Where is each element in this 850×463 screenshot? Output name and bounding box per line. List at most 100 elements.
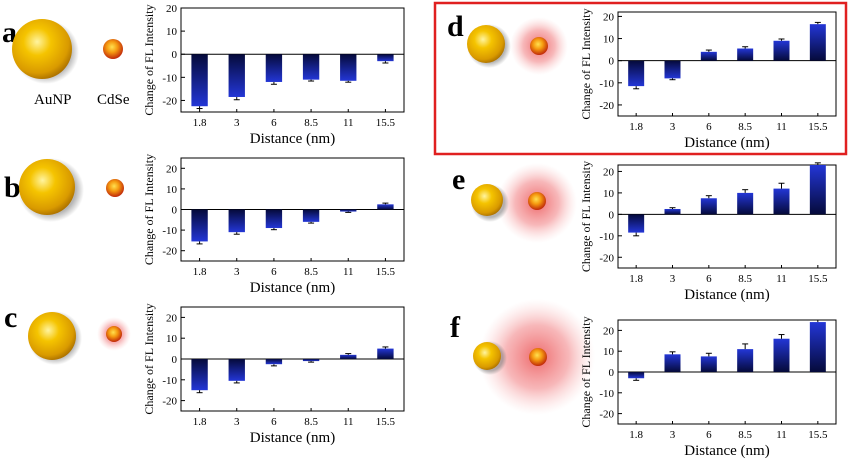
x-tick-label: 15.5	[376, 416, 396, 428]
y-tick-label: 10	[603, 188, 615, 200]
bar-c-2	[265, 359, 283, 365]
bar-a-5	[377, 54, 394, 62]
bar-chart-f: 20 10 0 -10 -20 1.8 3 6 8.5 11 15.5 Distance (nm) Ch…	[579, 316, 837, 459]
y-tick-label: -10	[162, 225, 177, 237]
bar-e-2	[700, 198, 717, 215]
x-tick-label: 3	[234, 266, 240, 278]
cdse-particle	[103, 39, 123, 59]
y-tick-label: 20	[166, 3, 178, 15]
y-tick-label: 0	[609, 367, 615, 379]
x-tick-label: 11	[776, 121, 787, 133]
y-tick-label: -10	[599, 78, 614, 90]
y-tick-label: -10	[162, 72, 177, 84]
panel-label-e: e	[452, 163, 465, 196]
x-tick-label: 1.8	[629, 121, 643, 133]
panel-label-d: d	[447, 10, 464, 43]
cdse-particle	[528, 192, 546, 210]
y-tick-label: 10	[166, 184, 178, 196]
x-tick-label: 8.5	[738, 273, 752, 285]
bar-f-0	[628, 372, 645, 379]
cdse-particle	[106, 179, 124, 197]
bar-e-1	[664, 208, 681, 215]
y-tick-label: 20	[603, 325, 615, 337]
y-tick-label: -20	[599, 409, 614, 421]
bar-f-2	[700, 356, 717, 372]
y-axis-label: Change of FL Intensity	[579, 316, 593, 427]
aunp-particle	[467, 25, 505, 63]
y-tick-label: -20	[162, 396, 177, 408]
y-tick-label: 10	[166, 26, 178, 38]
y-axis-label: Change of FL Intensity	[142, 4, 156, 115]
particle-illustration-e	[471, 163, 577, 243]
bar-f-3	[737, 349, 754, 372]
y-tick-label: 0	[172, 49, 178, 61]
bar-c-0	[191, 359, 208, 391]
bar-chart-d: 20 10 0 -10 -20 1.8 3 6 8.5 11 15.5 Distance (nm) Ch…	[579, 8, 837, 151]
bar-f-1	[664, 354, 681, 372]
aunp-particle	[28, 312, 76, 360]
bar-e-0	[628, 214, 645, 233]
y-tick-label: 10	[603, 34, 615, 46]
bar-d-4	[773, 40, 790, 61]
x-axis-label: Distance (nm)	[250, 131, 335, 147]
bar-b-1	[228, 209, 245, 233]
x-tick-label: 8.5	[304, 266, 318, 278]
bar-chart-b: 20 10 0 -10 -20 1.8 3 6 8.5 11 15.5 Distance (nm) Ch…	[142, 154, 405, 296]
particle-illustration-a	[12, 19, 123, 84]
y-tick-label: -10	[599, 231, 614, 243]
bar-b-2	[265, 209, 283, 229]
bar-d-3	[737, 48, 754, 61]
y-tick-label: 0	[609, 209, 615, 221]
y-tick-label: -10	[599, 388, 614, 400]
x-tick-label: 15.5	[808, 121, 828, 133]
x-tick-label: 1.8	[629, 429, 643, 441]
bar-c-1	[228, 359, 245, 381]
x-tick-label: 1.8	[193, 416, 207, 428]
bar-a-4	[340, 54, 357, 81]
bar-e-4	[773, 188, 790, 215]
x-tick-label: 11	[776, 273, 787, 285]
panel-label-c: c	[4, 301, 17, 334]
bar-chart-c: 20 10 0 -10 -20 1.8 3 6 8.5 11 15.5 Distance (nm) Ch…	[142, 303, 405, 446]
y-tick-label: -20	[162, 95, 177, 107]
cdse-particle	[530, 37, 548, 55]
y-tick-label: 20	[166, 163, 178, 175]
bar-b-4	[340, 209, 357, 212]
cdse-particle	[529, 348, 547, 366]
y-tick-label: 0	[172, 205, 178, 217]
particle-illustration-b	[18, 158, 124, 222]
bar-e-5	[809, 165, 826, 215]
x-tick-label: 3	[670, 429, 676, 441]
aunp-particle	[473, 342, 501, 370]
y-axis-label: Change of FL Intensity	[142, 154, 156, 265]
x-tick-label: 6	[271, 117, 277, 129]
cdse-particle	[106, 326, 122, 342]
y-axis-label: Change of FL Intensity	[579, 8, 593, 119]
x-tick-label: 3	[670, 273, 676, 285]
x-tick-label: 6	[706, 121, 712, 133]
y-tick-label: -10	[162, 375, 177, 387]
y-tick-label: 10	[166, 333, 178, 345]
x-tick-label: 3	[670, 121, 676, 133]
bar-d-0	[628, 60, 645, 87]
particle-illustration-c	[28, 311, 131, 365]
x-tick-label: 6	[706, 273, 712, 285]
y-axis-label: Change of FL Intensity	[142, 303, 156, 414]
bar-b-5	[377, 204, 394, 210]
bar-f-4	[773, 338, 790, 372]
bar-d-1	[664, 60, 681, 79]
bar-chart-a: 20 10 0 -10 -20 1.8 3 6 8.5 11 15.5 Distance (nm) Ch…	[142, 3, 405, 147]
bar-c-4	[340, 354, 357, 359]
x-tick-label: 8.5	[304, 117, 318, 129]
x-tick-label: 3	[234, 117, 240, 129]
x-tick-label: 6	[706, 429, 712, 441]
x-tick-label: 6	[271, 266, 277, 278]
panel-label-f: f	[450, 311, 461, 344]
aunp-particle	[19, 159, 75, 215]
plot-frame	[180, 7, 405, 113]
y-tick-label: -20	[162, 246, 177, 258]
x-tick-label: 15.5	[808, 273, 828, 285]
y-tick-label: 0	[609, 56, 615, 68]
bar-chart-e: 20 10 0 -10 -20 1.8 3 6 8.5 11 15.5 Distance (nm) Ch…	[579, 161, 837, 303]
